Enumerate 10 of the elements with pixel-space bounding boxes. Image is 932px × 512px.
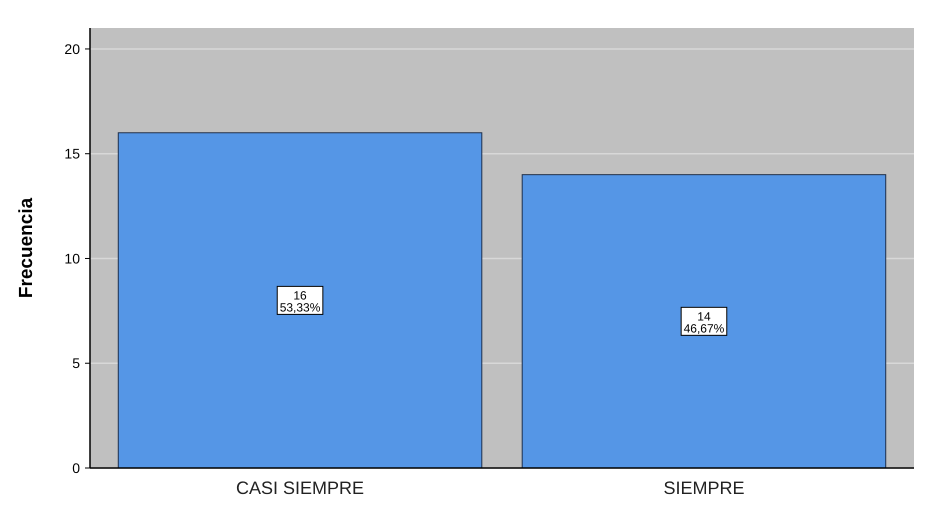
y-tick-label: 10 bbox=[64, 250, 80, 266]
data-label: 16 53,33% bbox=[280, 288, 321, 314]
y-axis-title: Frecuencia bbox=[16, 197, 37, 298]
x-tick-label: SIEMPRE bbox=[663, 478, 744, 498]
data-label: 14 46,67% bbox=[684, 309, 725, 336]
y-tick-label: 0 bbox=[72, 460, 80, 476]
y-tick-label: 15 bbox=[64, 146, 80, 162]
y-tick-label: 5 bbox=[72, 355, 80, 372]
y-tick-label: 20 bbox=[64, 40, 80, 57]
x-tick-label: CASI SIEMPRE bbox=[236, 478, 364, 498]
